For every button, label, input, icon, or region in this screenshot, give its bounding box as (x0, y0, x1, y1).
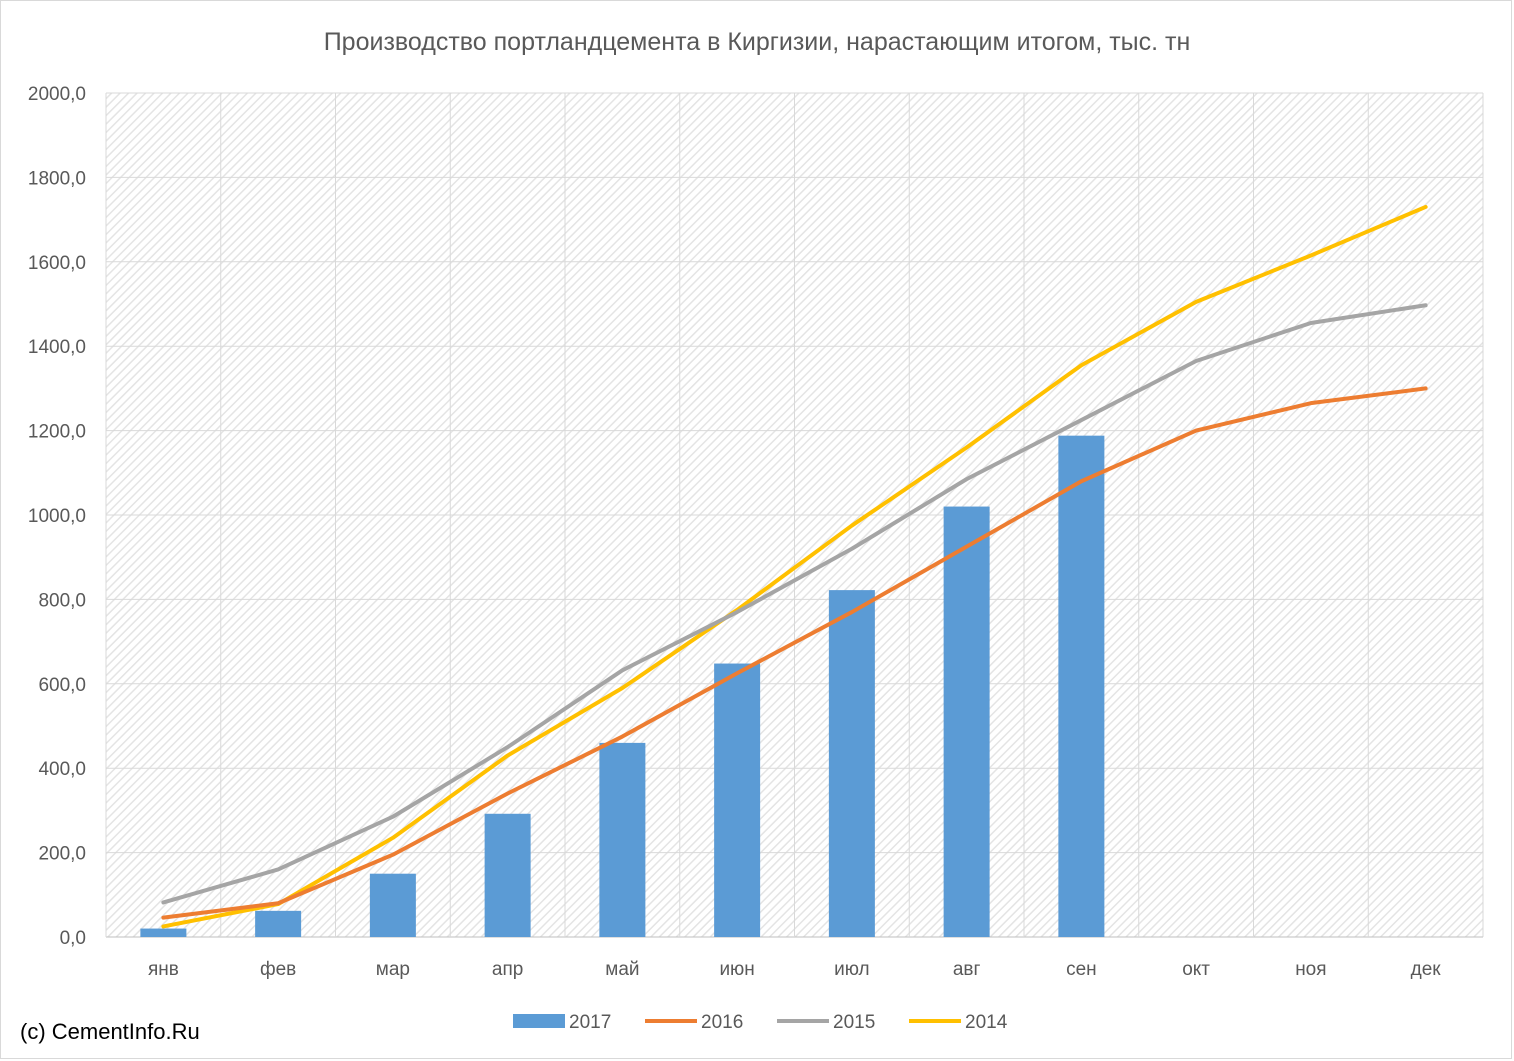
x-tick-label: ноя (1295, 959, 1326, 980)
x-tick-label: май (605, 959, 639, 980)
legend-item-2016: 2016 (645, 1012, 743, 1033)
line-series-2015 (161, 303, 1428, 905)
x-tick-label: июл (834, 959, 870, 980)
x-tick-label: апр (492, 959, 523, 980)
y-tick-label: 1600,0 (28, 253, 86, 274)
bar-2017-авг (943, 506, 990, 937)
legend-item-2014: 2014 (909, 1012, 1008, 1033)
x-tick-label: авг (953, 959, 981, 980)
y-tick-label: 400,0 (38, 759, 86, 780)
bar-2017-фев (255, 910, 302, 937)
legend: 2017 2016 2015 2014 (513, 1012, 1008, 1033)
bar-2017-сен (1058, 435, 1105, 937)
line-series (161, 204, 1428, 929)
bar-2017-мар (369, 873, 416, 937)
x-tick-label: сен (1066, 959, 1097, 980)
bar-2017-июн (714, 663, 761, 937)
x-tick-label: янв (148, 959, 179, 980)
bar-2017-июл (828, 590, 875, 937)
y-tick-label: 600,0 (38, 675, 86, 696)
x-tick-label: июн (719, 959, 754, 980)
y-tick-label: 0,0 (60, 928, 86, 949)
x-tick-label: мар (376, 959, 410, 980)
x-axis-ticks: янв фев мар апр май июн июл авг сен окт ноя дек (148, 959, 1441, 980)
legend-label: 2017 (569, 1012, 611, 1033)
bar-2017-янв (140, 928, 187, 937)
legend-swatch (513, 1014, 565, 1028)
credit-text: (c) CementInfo.Ru (20, 1019, 200, 1044)
x-tick-label: фев (260, 959, 296, 980)
legend-label: 2014 (965, 1012, 1008, 1033)
x-tick-label: дек (1411, 959, 1442, 980)
bar-2017-апр (484, 813, 531, 937)
y-tick-label: 1400,0 (28, 337, 86, 358)
x-tick-label: окт (1182, 959, 1210, 980)
bar-series (140, 435, 1105, 937)
legend-item-2015: 2015 (777, 1012, 875, 1033)
y-tick-label: 200,0 (38, 844, 86, 865)
y-tick-label: 800,0 (38, 590, 86, 611)
line-series-2016 (161, 386, 1428, 920)
y-tick-label: 1000,0 (28, 506, 86, 527)
y-axis-ticks: 0,0 200,0 400,0 600,0 800,0 1000,0 1200,0 1400,… (28, 84, 86, 949)
y-tick-label: 1200,0 (28, 422, 86, 443)
y-tick-label: 1800,0 (28, 168, 86, 189)
chart-title: Производство портландцемента в Киргизии,… (324, 28, 1191, 56)
bar-2017-май (599, 742, 646, 937)
legend-label: 2015 (833, 1012, 875, 1033)
legend-item-2017: 2017 (513, 1012, 611, 1033)
legend-label: 2016 (701, 1012, 743, 1033)
line-series-2014 (161, 204, 1428, 929)
y-tick-label: 2000,0 (28, 84, 86, 105)
